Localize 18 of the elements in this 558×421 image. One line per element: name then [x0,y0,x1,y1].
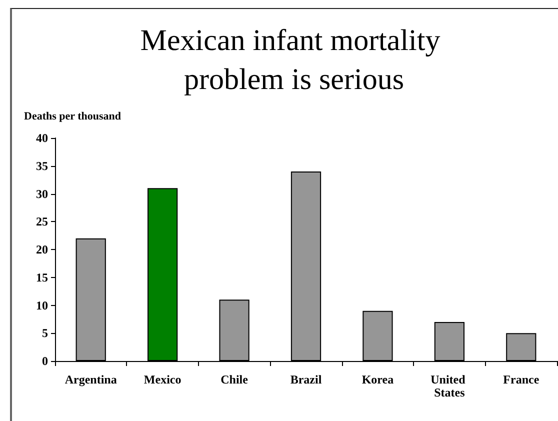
y-tick-label: 20 [36,242,48,256]
x-tick-label: Brazil [290,372,322,386]
chart-title: Mexican infant mortality problem is serious [140,24,448,96]
x-tick-label: Korea [362,372,394,386]
y-tick-label: 10 [36,298,48,312]
x-tick-label: United States [430,372,468,400]
y-tick-label: 40 [36,131,48,145]
x-tick-label: Chile [220,372,249,386]
x-tick-label: Argentina [64,372,117,386]
x-tick-label: France [503,372,540,386]
y-tick-label: 0 [42,354,48,368]
x-tick-label: Mexico [144,372,182,386]
y-tick-label: 25 [36,214,48,229]
y-axis-title: Deaths per thousand [24,110,121,122]
y-tick-label: 35 [36,158,48,173]
y-tick-label: 15 [36,270,48,284]
y-tick-label: 30 [36,186,48,201]
y-tick-label: 5 [42,326,48,340]
